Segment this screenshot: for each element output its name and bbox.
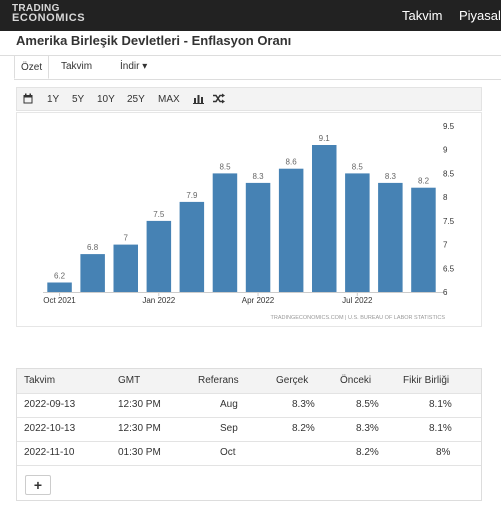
x-tick-label: Jul 2022 <box>342 296 373 305</box>
tradingeconomics-logo[interactable]: TRADING ECONOMICS <box>12 3 86 24</box>
y-tick-label: 8.5 <box>443 169 455 178</box>
tab-indir[interactable]: İndir ▾ <box>120 61 148 72</box>
range-1y-button[interactable]: 1Y <box>47 94 60 105</box>
bar-value-label: 6.2 <box>54 272 66 281</box>
header-gercek: Gerçek <box>276 375 309 386</box>
tab-takvim[interactable]: Takvim <box>61 61 93 72</box>
chart-source-label: TRADINGECONOMICS.COM | U.S. BUREAU OF LA… <box>271 315 446 321</box>
cell-consensus: 8.1% <box>429 423 452 434</box>
cell-consensus: 8.1% <box>429 399 452 410</box>
calendar-table: Takvim GMT Referans Gerçek Önceki Fikir … <box>16 368 482 501</box>
bar-value-label: 8.3 <box>385 172 397 181</box>
chart-bar <box>312 145 337 292</box>
y-tick-label: 6 <box>443 288 448 297</box>
chart-bar <box>80 254 105 292</box>
cell-actual: 8.2% <box>292 423 315 434</box>
inflation-bar-chart: 6.2 6.8 7 7.5 7.9 8.5 8.3 8.6 9.1 8.5 8.3 8.2 9.5 9 8.… <box>43 122 455 321</box>
chart-bar <box>378 182 403 292</box>
chart-bar <box>212 173 238 292</box>
calendar-header-row: Takvim GMT Referans Gerçek Önceki Fikir … <box>17 369 481 394</box>
table-row: 2022-10-13 12:30 PM Sep 8.2% 8.3% 8.1% <box>17 417 481 442</box>
cell-date: 2022-09-13 <box>24 399 76 410</box>
cell-previous: 8.3% <box>356 423 379 434</box>
bar-value-label: 6.8 <box>87 243 99 252</box>
calendar-icon[interactable] <box>23 93 33 107</box>
y-tick-label: 7.5 <box>443 217 455 226</box>
header-onceki: Önceki <box>340 375 372 386</box>
chart-bar <box>345 173 370 292</box>
page-title: Amerika Birleşik Devletleri - Enflasyon … <box>16 33 292 48</box>
cell-gmt: 12:30 PM <box>118 423 161 434</box>
logo-line2: ECONOMICS <box>12 12 86 24</box>
chart-bar <box>179 201 205 292</box>
tab-bar: Özet Takvim İndir ▾ <box>14 55 501 80</box>
bar-value-label: 7.5 <box>153 210 165 219</box>
table-row: 2022-11-10 01:30 PM Oct 8.2% 8% <box>17 441 481 466</box>
y-tick-label: 7 <box>443 241 448 250</box>
cell-previous: 8.2% <box>356 447 379 458</box>
y-tick-label: 8 <box>443 193 448 202</box>
add-calendar-row-button[interactable]: + <box>25 475 51 495</box>
cell-gmt: 01:30 PM <box>118 447 161 458</box>
cell-reference: Sep <box>220 423 238 434</box>
tab-ozet[interactable]: Özet <box>14 55 50 79</box>
header-fikir-birligi: Fikir Birliği <box>403 375 450 386</box>
y-tick-label: 9.5 <box>443 122 455 131</box>
chart-toolbar: 1Y 5Y 10Y 25Y MAX <box>16 87 482 111</box>
header-gmt: GMT <box>118 375 141 386</box>
y-tick-label: 6.5 <box>443 264 455 273</box>
cell-date: 2022-10-13 <box>24 423 76 434</box>
y-tick-label: 9 <box>443 146 448 155</box>
nav-takvim[interactable]: Takvim <box>402 8 443 23</box>
cell-reference: Oct <box>220 447 236 458</box>
cell-reference: Aug <box>220 399 238 410</box>
cell-gmt: 12:30 PM <box>118 399 161 410</box>
logo-line1: TRADING <box>12 3 60 14</box>
page-header: Amerika Birleşik Devletleri - Enflasyon … <box>0 31 501 56</box>
table-row: 2022-09-13 12:30 PM Aug 8.3% 8.5% 8.1% <box>17 393 481 418</box>
chart-bar <box>47 282 72 292</box>
bar-value-label: 8.6 <box>286 158 298 167</box>
cell-consensus: 8% <box>436 447 451 458</box>
bar-value-label: 8.5 <box>352 162 364 171</box>
bar-value-label: 8.3 <box>252 172 264 181</box>
bar-value-label: 7 <box>123 234 128 243</box>
nav-piyasalar[interactable]: Piyasalar <box>459 8 501 23</box>
cell-actual: 8.3% <box>292 399 315 410</box>
x-tick-label: Oct 2021 <box>43 296 76 305</box>
x-tick-label: Apr 2022 <box>242 296 275 305</box>
bar-value-label: 9.1 <box>319 134 331 143</box>
top-navbar: TRADING ECONOMICS Takvim Piyasalar <box>0 0 501 31</box>
chart-container: 6.2 6.8 7 7.5 7.9 8.5 8.3 8.6 9.1 8.5 8.3 8.2 9.5 9 8.… <box>16 112 482 327</box>
shuffle-icon[interactable] <box>213 93 225 107</box>
bar-value-label: 8.2 <box>418 177 430 186</box>
cell-date: 2022-11-10 <box>24 447 75 458</box>
chart-bar <box>411 187 436 292</box>
chart-bar <box>278 168 304 292</box>
range-max-button[interactable]: MAX <box>158 94 180 105</box>
chart-bar <box>245 182 271 292</box>
chart-bar <box>113 244 138 292</box>
range-10y-button[interactable]: 10Y <box>97 94 115 105</box>
bar-value-label: 7.9 <box>186 191 198 200</box>
range-5y-button[interactable]: 5Y <box>72 94 85 105</box>
header-takvim: Takvim <box>24 375 56 386</box>
range-25y-button[interactable]: 25Y <box>127 94 145 105</box>
chart-bar <box>146 220 172 292</box>
cell-previous: 8.5% <box>356 399 379 410</box>
bar-value-label: 8.5 <box>219 162 231 171</box>
header-referans: Referans <box>198 375 239 386</box>
bar-chart-icon[interactable] <box>193 93 204 107</box>
x-tick-label: Jan 2022 <box>142 296 175 305</box>
